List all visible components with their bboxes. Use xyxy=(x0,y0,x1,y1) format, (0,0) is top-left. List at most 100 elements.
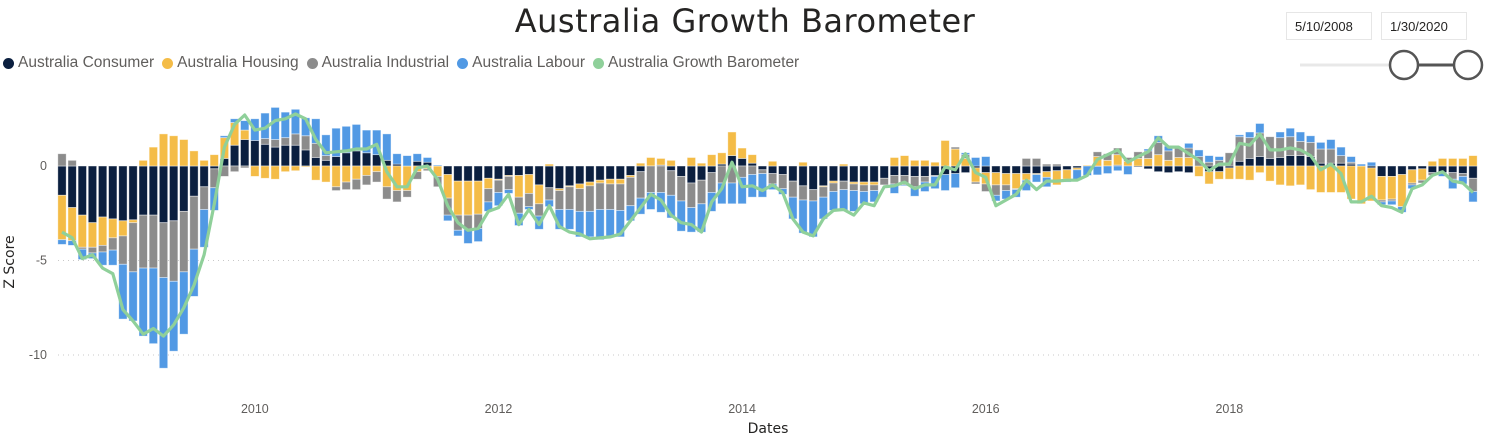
bar-labour[interactable] xyxy=(1366,161,1377,167)
bar-industrial[interactable] xyxy=(920,175,930,183)
bar-consumer[interactable] xyxy=(473,165,483,182)
bar-industrial[interactable] xyxy=(839,180,849,191)
slider-start-handle[interactable] xyxy=(1388,49,1420,81)
bar-industrial[interactable] xyxy=(1336,155,1346,164)
bar-industrial[interactable] xyxy=(595,182,605,210)
bar-housing[interactable] xyxy=(1042,171,1052,178)
bar-industrial[interactable] xyxy=(402,190,412,198)
bar-consumer[interactable] xyxy=(869,165,879,183)
bar-housing[interactable] xyxy=(534,184,544,205)
bar-labour[interactable] xyxy=(1305,135,1316,143)
bar-housing[interactable] xyxy=(1184,157,1194,167)
bar-housing[interactable] xyxy=(1204,171,1214,185)
bar-consumer[interactable] xyxy=(1448,165,1458,174)
bar-labour[interactable] xyxy=(351,124,361,152)
bar-labour[interactable] xyxy=(1356,163,1366,167)
bar-industrial[interactable] xyxy=(849,183,859,191)
bar-housing[interactable] xyxy=(1295,165,1306,186)
date-range-slider[interactable] xyxy=(1300,49,1484,81)
bar-consumer[interactable] xyxy=(158,165,169,224)
bar-housing[interactable] xyxy=(483,177,493,190)
bar-consumer[interactable] xyxy=(321,159,331,167)
bar-housing[interactable] xyxy=(351,165,361,180)
bar-housing[interactable] xyxy=(179,139,189,167)
bar-consumer[interactable] xyxy=(148,165,158,216)
bar-consumer[interactable] xyxy=(615,165,625,180)
bar-labour[interactable] xyxy=(1295,131,1306,142)
bar-consumer[interactable] xyxy=(169,165,179,222)
bar-housing[interactable] xyxy=(463,180,473,216)
bar-housing[interactable] xyxy=(859,181,869,186)
bar-housing[interactable] xyxy=(595,179,605,184)
bar-consumer[interactable] xyxy=(818,165,828,187)
bar-labour[interactable] xyxy=(240,120,250,131)
bar-consumer[interactable] xyxy=(280,144,290,167)
bar-labour[interactable] xyxy=(1326,139,1336,150)
bar-industrial[interactable] xyxy=(179,210,189,273)
bar-industrial[interactable] xyxy=(361,175,372,186)
slider-end-handle[interactable] xyxy=(1452,49,1484,81)
bar-housing[interactable] xyxy=(341,165,351,183)
bar-housing[interactable] xyxy=(453,180,463,216)
bar-labour[interactable] xyxy=(138,267,148,337)
bar-consumer[interactable] xyxy=(991,165,1001,174)
bar-housing[interactable] xyxy=(1245,165,1255,181)
bar-labour[interactable] xyxy=(1204,155,1214,163)
bar-industrial[interactable] xyxy=(889,175,899,185)
bar-consumer[interactable] xyxy=(1001,165,1011,174)
bar-consumer[interactable] xyxy=(1184,165,1194,174)
bar-consumer[interactable] xyxy=(585,165,595,183)
bar-housing[interactable] xyxy=(270,165,280,180)
bar-housing[interactable] xyxy=(514,175,524,198)
bar-consumer[interactable] xyxy=(1427,165,1437,174)
bar-labour[interactable] xyxy=(453,229,463,237)
bar-industrial[interactable] xyxy=(240,165,250,169)
bar-housing[interactable] xyxy=(1417,168,1427,181)
bar-housing[interactable] xyxy=(311,165,321,181)
bar-consumer[interactable] xyxy=(87,165,98,224)
bar-consumer[interactable] xyxy=(270,146,280,167)
bar-labour[interactable] xyxy=(757,173,768,198)
bar-consumer[interactable] xyxy=(77,165,87,216)
bar-housing[interactable] xyxy=(1316,165,1326,193)
bar-industrial[interactable] xyxy=(656,165,666,193)
legend-item-labour[interactable]: Australia Labour xyxy=(457,54,585,72)
bar-consumer[interactable] xyxy=(1174,165,1184,173)
bar-industrial[interactable] xyxy=(859,184,869,192)
bar-industrial[interactable] xyxy=(970,181,981,185)
bar-consumer[interactable] xyxy=(595,165,605,181)
bar-consumer[interactable] xyxy=(108,165,118,220)
bar-industrial[interactable] xyxy=(605,183,615,210)
bar-housing[interactable] xyxy=(707,154,717,167)
bar-consumer[interactable] xyxy=(707,165,717,174)
bar-consumer[interactable] xyxy=(676,165,686,177)
bar-industrial[interactable] xyxy=(372,171,382,183)
bar-consumer[interactable] xyxy=(920,165,930,177)
bar-consumer[interactable] xyxy=(666,165,676,172)
bar-consumer[interactable] xyxy=(311,157,321,167)
bar-industrial[interactable] xyxy=(1052,163,1062,167)
bar-industrial[interactable] xyxy=(869,184,879,191)
bar-consumer[interactable] xyxy=(960,165,971,174)
bar-industrial[interactable] xyxy=(666,170,676,196)
bar-labour[interactable] xyxy=(981,156,991,167)
bar-consumer[interactable] xyxy=(747,162,757,167)
bar-consumer[interactable] xyxy=(575,165,585,185)
bar-industrial[interactable] xyxy=(1031,158,1042,167)
bar-labour[interactable] xyxy=(839,189,849,211)
bar-labour[interactable] xyxy=(1214,156,1224,161)
bar-labour[interactable] xyxy=(1184,142,1194,149)
bar-labour[interactable] xyxy=(615,210,625,238)
bar-industrial[interactable] xyxy=(392,190,402,203)
bar-industrial[interactable] xyxy=(504,175,514,191)
bar-labour[interactable] xyxy=(412,153,422,162)
bar-labour[interactable] xyxy=(1194,149,1204,157)
bar-industrial[interactable] xyxy=(1275,137,1285,158)
bar-housing[interactable] xyxy=(1407,169,1417,184)
bar-consumer[interactable] xyxy=(879,165,889,179)
bar-consumer[interactable] xyxy=(1468,165,1478,179)
bar-industrial[interactable] xyxy=(351,178,361,191)
bar-housing[interactable] xyxy=(544,163,554,167)
bar-consumer[interactable] xyxy=(260,143,270,167)
bar-consumer[interactable] xyxy=(808,165,818,191)
